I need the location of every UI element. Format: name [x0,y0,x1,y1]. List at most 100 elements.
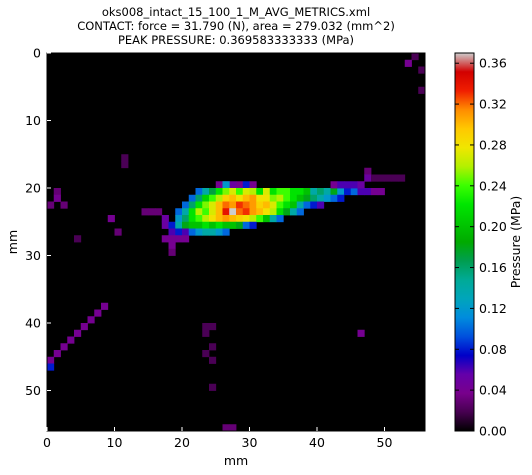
heatmap-cell [249,208,257,216]
heatmap-cell [276,201,284,209]
heatmap-cell [418,86,426,94]
heatmap-cells [47,53,426,432]
heatmap-cell [195,208,203,216]
heatmap-cell [101,302,109,310]
heatmap-cell [175,221,183,229]
heatmap-cell [249,188,257,196]
heatmap-cell [202,221,210,229]
y-axis-label: mm [5,230,20,254]
heatmap-cell [364,188,372,196]
heatmap-cell [310,188,318,196]
colorbar-tick-label: 0.20 [479,219,507,234]
heatmap-cell [256,194,264,202]
heatmap-cell [209,188,217,196]
heatmap-cell [229,221,237,229]
heatmap-cell [229,188,237,196]
heatmap-cell [317,201,325,209]
colorbar-tick-label: 0.04 [479,383,507,398]
heatmap-cell [391,174,399,182]
heatmap-cell [269,188,277,196]
heatmap-cell [350,181,358,189]
heatmap-cell [175,235,183,243]
heatmap-cell [188,194,196,202]
heatmap-cell [229,194,237,202]
x-tick-label: 20 [174,435,190,450]
heatmap-cell [283,188,291,196]
heatmap-cell [236,208,244,216]
heatmap-cell [330,181,338,189]
colorbar-tick-label: 0.36 [479,56,507,71]
heatmap-cell [53,350,61,358]
heatmap-cell [182,208,190,216]
heatmap-cell [168,228,176,236]
heatmap-cell [121,161,129,169]
heatmap-cell [236,188,244,196]
heatmap-cell [350,188,358,196]
heatmap-cell [323,188,331,196]
heatmap-cell [161,235,169,243]
heatmap-cell [249,201,257,209]
heatmap-cell [330,194,338,202]
plot-frame [46,52,426,432]
heatmap-cell [202,208,210,216]
heatmap-cell [188,208,196,216]
heatmap-cell [87,316,95,324]
heatmap-cell [310,201,318,209]
heatmap-cell [269,208,277,216]
heatmap-cell [249,215,257,223]
heatmap-cell [256,201,264,209]
heatmap-cell [209,356,217,364]
heatmap-cell [357,188,365,196]
x-tick-label: 10 [107,435,123,450]
heatmap-cell [263,194,271,202]
heatmap-cell [263,215,271,223]
heatmap-cell [209,221,217,229]
x-tick-label: 50 [377,435,393,450]
heatmap-cell [263,188,271,196]
heatmap-cell [229,201,237,209]
heatmap-cell [317,194,325,202]
colorbar-tick-label: 0.32 [479,97,507,112]
heatmap-cell [141,208,149,216]
heatmap-cell [209,201,217,209]
heatmap-cell [168,248,176,256]
heatmap-cell [296,208,304,216]
heatmap-cell [195,221,203,229]
heatmap-cell [168,221,176,229]
colorbar-tick-label: 0.08 [479,342,507,357]
heatmap-cell [384,174,392,182]
heatmap-cell [182,201,190,209]
chart-title-line-3: PEAK PRESSURE: 0.369583333333 (MPa) [118,33,354,47]
y-tick-label: 50 [25,383,41,398]
heatmap-cell [215,188,223,196]
heatmap-cell [310,194,318,202]
heatmap-cell [371,188,379,196]
heatmap-cell [47,356,55,364]
heatmap-cell [283,208,291,216]
y-tick-label: 20 [25,181,41,196]
heatmap-cell [80,323,88,331]
heatmap-cell [296,201,304,209]
heatmap-cell [215,215,223,223]
heatmap-cell [357,181,365,189]
heatmap-cell [377,188,385,196]
heatmap-cell [236,201,244,209]
heatmap-cell [337,188,345,196]
heatmap-cell [209,208,217,216]
heatmap-cell [303,188,311,196]
chart-title: oks008_intact_15_100_1_M_AVG_METRICS.xml… [77,5,395,47]
heatmap-cell [202,201,210,209]
heatmap-cell [195,228,203,236]
heatmap-cell [215,221,223,229]
heatmap-cell [60,343,68,351]
heatmap-cell [222,201,230,209]
heatmap-cell [263,201,271,209]
colorbar-tick-label: 0.12 [479,301,507,316]
heatmap-cell [269,201,277,209]
chart-title-line-2: CONTACT: force = 31.790 (N), area = 279.… [77,19,395,33]
heatmap-cell [209,194,217,202]
colorbar-tick-label: 0.16 [479,260,507,275]
heatmap-cell [202,194,210,202]
x-axis-label: mm [224,453,248,468]
